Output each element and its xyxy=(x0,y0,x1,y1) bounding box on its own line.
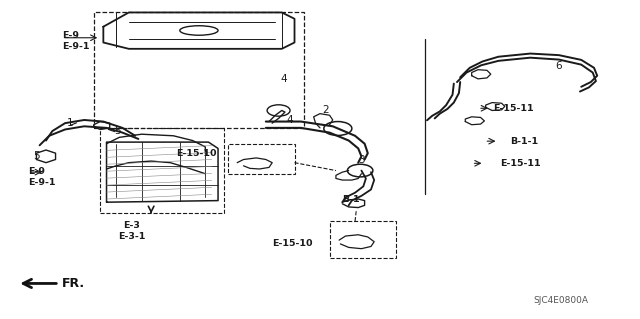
Bar xyxy=(330,221,396,257)
Text: FR.: FR. xyxy=(23,277,85,290)
Text: 1: 1 xyxy=(67,118,74,128)
Text: E-9
E-9-1: E-9 E-9-1 xyxy=(28,167,56,187)
Text: B-1: B-1 xyxy=(342,195,360,204)
Text: E-15-10: E-15-10 xyxy=(176,149,217,158)
Text: E-15-10: E-15-10 xyxy=(272,239,312,248)
Text: E-3
E-3-1: E-3 E-3-1 xyxy=(118,221,146,241)
Text: E-9
E-9-1: E-9 E-9-1 xyxy=(62,31,90,51)
Bar xyxy=(228,144,294,174)
Bar xyxy=(94,12,304,128)
Text: 2: 2 xyxy=(322,106,328,115)
Bar xyxy=(100,128,225,213)
Text: B-1-1: B-1-1 xyxy=(510,137,538,146)
Text: E-15-11: E-15-11 xyxy=(500,159,540,168)
Text: 4: 4 xyxy=(280,74,287,84)
Text: E-15-11: E-15-11 xyxy=(493,104,534,113)
Text: 6: 6 xyxy=(556,61,563,71)
Text: 4: 4 xyxy=(287,115,293,125)
Text: 5: 5 xyxy=(114,126,121,136)
Text: 3: 3 xyxy=(358,155,365,165)
Text: 5: 5 xyxy=(33,151,40,161)
Text: SJC4E0800A: SJC4E0800A xyxy=(534,296,588,305)
